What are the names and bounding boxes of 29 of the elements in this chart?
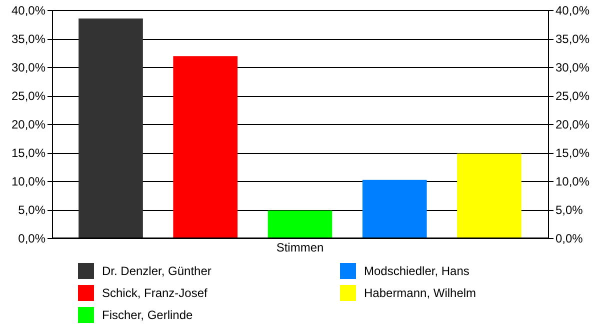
text: 20,0% [556, 118, 590, 132]
y-tick-label: 25,0% [11, 89, 46, 103]
text: 0,0% [556, 232, 583, 246]
legend-label: Habermann, Wilhelm [364, 286, 476, 300]
y-tick-label: 40,0% [11, 4, 46, 18]
bar [268, 210, 332, 238]
text: 25,0% [556, 89, 590, 103]
text: 15,0% [556, 146, 590, 160]
y-tick-label: 35,0% [11, 32, 46, 46]
text: 10,0% [556, 174, 590, 188]
text: 30,0% [556, 60, 590, 74]
text: 35,0% [556, 32, 590, 46]
legend-label: Fischer, Gerlinde [102, 308, 194, 322]
bar [362, 180, 427, 238]
bar [78, 18, 143, 238]
y-tick-label: 0,0% [18, 232, 46, 246]
y-tick-label: 5,0% [18, 203, 46, 217]
y-tick-label: 15,0% [11, 146, 46, 160]
bar [457, 154, 522, 238]
legend-label: Dr. Denzler, Günther [102, 264, 212, 278]
legend-label: Schick, Franz-Josef [102, 286, 208, 300]
y-tick-label: 20,0% [11, 118, 46, 132]
text: 5,0% [556, 203, 583, 217]
x-tick-label: Stimmen [276, 240, 324, 254]
text: 40,0% [556, 4, 590, 18]
y-tick-label: 30,0% [11, 60, 46, 74]
legend-label: Modschiedler, Hans [364, 264, 470, 278]
bar [173, 56, 238, 238]
y-tick-label: 10,0% [11, 174, 46, 188]
